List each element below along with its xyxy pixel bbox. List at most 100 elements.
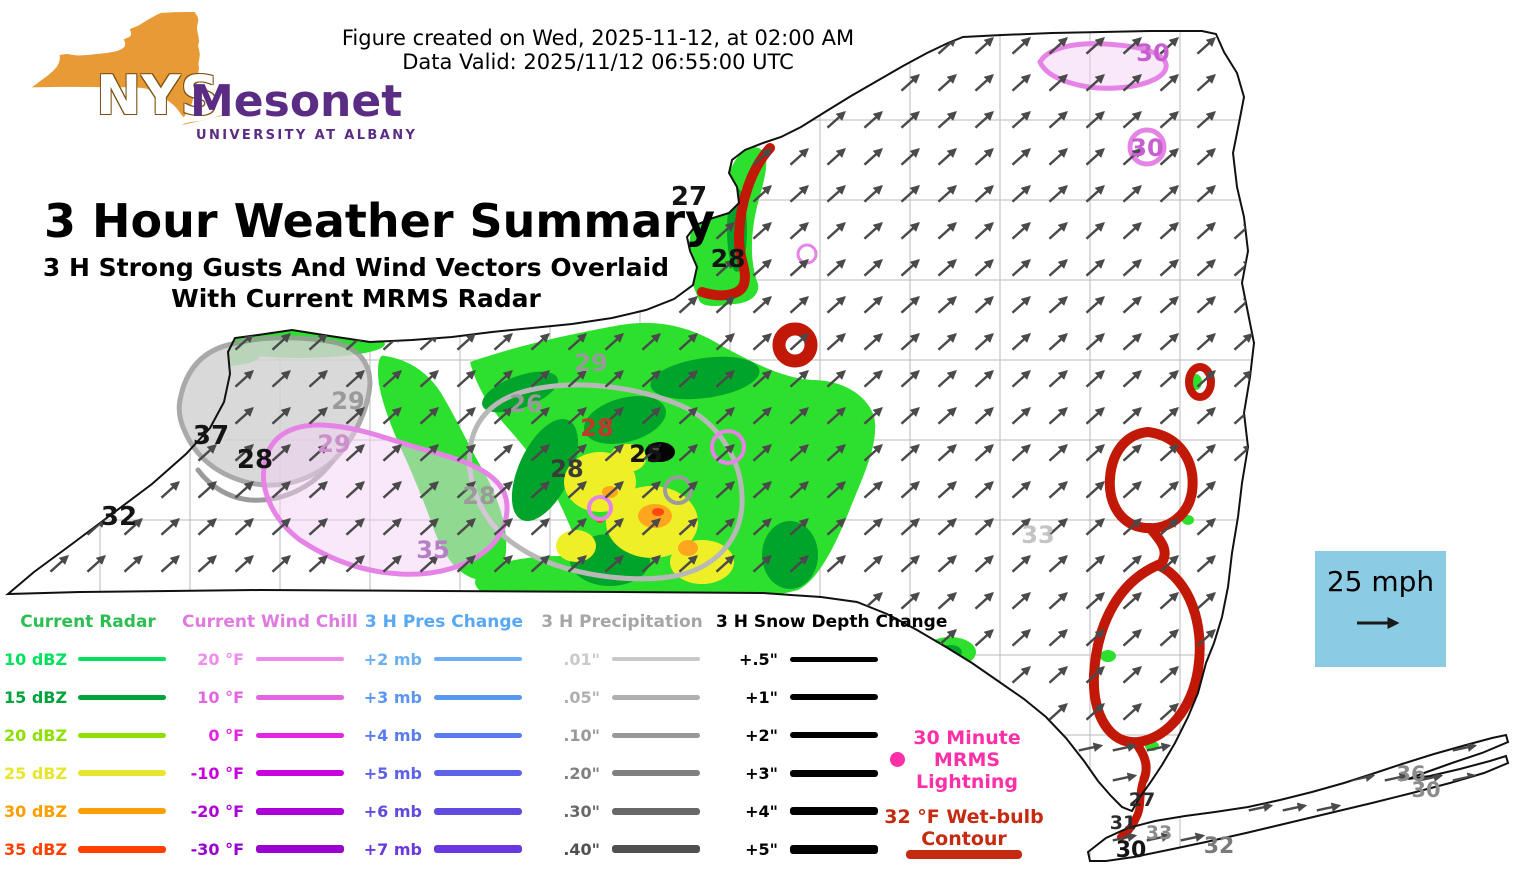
wind-vector-arrow — [604, 444, 624, 462]
logo-tagline: UNIVERSITY AT ALBANY — [196, 128, 418, 143]
wind-vector-arrow — [826, 370, 846, 388]
lightning-legend-line: 30 Minute — [913, 727, 1021, 749]
wind-vector-arrow — [715, 407, 735, 425]
wind-vector-arrow — [1048, 333, 1068, 351]
wind-vector-arrow — [900, 111, 920, 129]
radar-darkgreen — [762, 521, 818, 589]
wind-vector-arrow — [419, 370, 439, 388]
wind-vector-arrow — [863, 111, 883, 129]
legend-row-line — [78, 808, 166, 814]
wind-vector-arrow — [1196, 259, 1216, 277]
wind-vector-arrow — [900, 148, 920, 166]
wind-vector-arrow — [1122, 111, 1142, 129]
map-value-label: 29 — [331, 387, 364, 415]
wind-vector-arrow — [678, 370, 698, 388]
wind-vector-arrow — [1196, 555, 1216, 573]
wind-vector-arrow — [1011, 666, 1031, 684]
map-value-label: 28 — [711, 244, 746, 273]
wind-vector-arrow — [271, 444, 291, 462]
wind-vector-arrow — [715, 444, 735, 462]
wind-vector-arrow — [49, 555, 69, 573]
legend-row-line — [78, 657, 166, 661]
legend-row-line — [434, 770, 522, 776]
legend-row: 10 dBZ — [4, 640, 172, 678]
wind-vector-arrow — [345, 444, 365, 462]
wind-vector-arrow — [493, 370, 513, 388]
wind-vector-arrow — [1384, 772, 1410, 782]
page-subtitle: 3 H Strong Gusts And Wind Vectors Overla… — [36, 252, 676, 315]
legend-row: +7 mb — [360, 830, 528, 868]
legend-row: 25 dBZ — [4, 754, 172, 792]
wind-vector-arrow — [1112, 772, 1138, 782]
wind-vector-arrow — [493, 555, 513, 573]
legend-row-line — [256, 694, 344, 700]
wind-vector-arrow — [678, 555, 698, 573]
wind-vector-arrow — [974, 111, 994, 129]
windchill-contour-circle — [1127, 127, 1167, 167]
wind-vector-arrow — [382, 518, 402, 536]
wind-vector-arrow — [678, 444, 698, 462]
wind-vector-arrow — [1122, 629, 1142, 647]
wind-vector-arrow — [567, 333, 587, 351]
wind-vector-arrow — [1248, 802, 1274, 812]
wind-vector-arrow — [641, 444, 661, 462]
wind-vector-arrow — [1085, 555, 1105, 573]
legend-column: 3 H Snow Depth Change +.5" +1" +2" +3" +4" +5" — [716, 612, 947, 868]
wind-vector-arrow — [1196, 148, 1216, 166]
wind-vector-arrow — [1452, 742, 1478, 752]
wind-vector-arrow — [1159, 703, 1179, 721]
wind-vector-arrow — [863, 407, 883, 425]
windchill-contour-circle — [710, 429, 746, 465]
wind-vector-arrow — [789, 296, 809, 314]
wind-vector-arrow — [1122, 703, 1142, 721]
wind-vector-arrow — [789, 333, 809, 351]
wind-vector-arrow — [974, 74, 994, 92]
legend-row: 20 °F — [182, 640, 350, 678]
wind-vector-arrow — [345, 407, 365, 425]
wind-vector-arrow — [1011, 37, 1031, 55]
wind-vector-arrow — [530, 370, 550, 388]
legend-row-label: -20 °F — [190, 801, 244, 821]
wetbulb-contour-nyc — [1117, 775, 1148, 841]
wind-vector-arrow — [1085, 37, 1105, 55]
wind-vector-arrow — [1048, 444, 1068, 462]
wind-vector-arrow — [974, 518, 994, 536]
wind-vector-arrow — [567, 518, 587, 536]
wind-vector-arrow — [1078, 742, 1104, 752]
wind-vector-arrow — [863, 444, 883, 462]
wind-vector-arrow — [1048, 74, 1068, 92]
legend-row: .01" — [538, 640, 706, 678]
wind-vector-arrow — [1159, 444, 1179, 462]
legend-row-line — [790, 656, 878, 662]
wind-vector-arrow — [789, 148, 809, 166]
wind-vector-arrow — [974, 444, 994, 462]
wind-vector-arrow — [1122, 74, 1142, 92]
wind-vector-arrow — [937, 74, 957, 92]
wind-vector-arrow — [530, 481, 550, 499]
legend-row-line — [78, 770, 166, 776]
wind-vector-arrow — [826, 148, 846, 166]
legend-row-line — [256, 732, 344, 738]
legend-row-label: +1" — [745, 687, 778, 707]
wind-vector-arrow — [900, 259, 920, 277]
wind-vector-arrow — [456, 518, 476, 536]
wind-vector-arrow — [1159, 296, 1179, 314]
wind-vector-arrow — [1452, 772, 1478, 782]
legend-row-label: .20" — [563, 763, 600, 783]
wind-vector-arrow — [419, 518, 439, 536]
wind-vector-arrow — [1048, 592, 1068, 610]
legend-row: .40" — [538, 830, 706, 868]
map-value-label: 28 — [550, 455, 583, 483]
legend-row-label: +4" — [745, 801, 778, 821]
legend-row-label: +5 mb — [363, 763, 422, 783]
wind-vector-arrow — [1159, 481, 1179, 499]
wind-scale-box: 25 mph — [1315, 551, 1446, 667]
wind-vector-arrow — [1159, 148, 1179, 166]
wind-vector-arrow — [1159, 629, 1179, 647]
wind-vector-arrow — [1233, 333, 1253, 351]
wind-vector-arrow — [900, 555, 920, 573]
legend-row: +4" — [716, 792, 916, 830]
map-value-label: 31 — [1110, 812, 1136, 834]
wind-vector-arrow — [1011, 481, 1031, 499]
wind-vector-arrow — [1085, 518, 1105, 536]
